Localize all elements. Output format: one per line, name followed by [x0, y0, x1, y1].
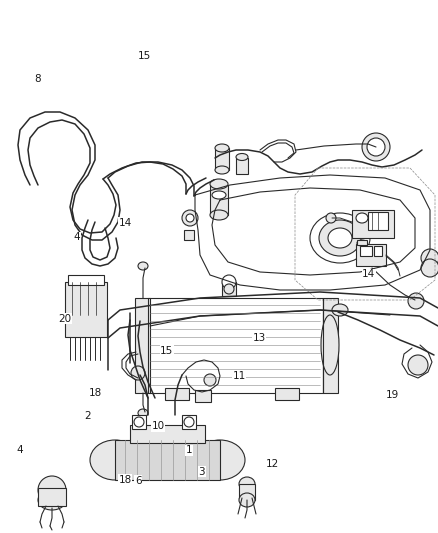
Ellipse shape: [182, 210, 198, 226]
Ellipse shape: [212, 191, 226, 199]
Ellipse shape: [138, 409, 148, 417]
Ellipse shape: [222, 275, 236, 289]
Ellipse shape: [134, 417, 144, 427]
Bar: [38, 488, 66, 506]
Bar: [165, 388, 189, 400]
Bar: [132, 415, 146, 429]
Ellipse shape: [194, 440, 244, 480]
Bar: [238, 484, 254, 500]
Text: 1: 1: [185, 446, 192, 455]
Bar: [356, 240, 366, 245]
Bar: [236, 158, 247, 174]
Bar: [130, 425, 205, 443]
Bar: [367, 212, 387, 230]
Ellipse shape: [325, 213, 335, 223]
Bar: [115, 440, 219, 480]
Bar: [274, 388, 298, 400]
Text: 18: 18: [118, 475, 131, 484]
Bar: [355, 244, 385, 266]
Ellipse shape: [366, 138, 384, 156]
Text: 8: 8: [34, 74, 41, 84]
Bar: [359, 246, 371, 256]
Bar: [148, 298, 322, 393]
Ellipse shape: [407, 293, 423, 309]
Text: 11: 11: [232, 371, 245, 381]
Ellipse shape: [215, 166, 229, 174]
Bar: [222, 282, 236, 296]
Ellipse shape: [331, 304, 347, 316]
Text: 15: 15: [160, 346, 173, 356]
Text: 4: 4: [73, 232, 80, 242]
Ellipse shape: [38, 490, 66, 510]
Ellipse shape: [420, 259, 438, 277]
Text: 19: 19: [385, 391, 399, 400]
Ellipse shape: [420, 249, 438, 267]
Ellipse shape: [186, 214, 194, 222]
Bar: [194, 390, 211, 402]
Text: 13: 13: [252, 334, 265, 343]
Text: 14: 14: [361, 270, 374, 279]
Ellipse shape: [361, 133, 389, 161]
Bar: [135, 298, 150, 393]
Ellipse shape: [238, 493, 254, 507]
Bar: [322, 298, 337, 393]
Ellipse shape: [309, 213, 369, 263]
Text: 2: 2: [84, 411, 91, 421]
Ellipse shape: [318, 220, 360, 256]
Ellipse shape: [355, 213, 367, 223]
Bar: [215, 148, 229, 170]
Bar: [351, 210, 393, 238]
Bar: [209, 185, 227, 215]
Ellipse shape: [223, 284, 233, 294]
Text: 3: 3: [198, 467, 205, 477]
Ellipse shape: [204, 374, 215, 386]
Bar: [65, 282, 107, 337]
Ellipse shape: [209, 179, 227, 189]
Text: 10: 10: [151, 422, 164, 431]
Text: 15: 15: [138, 51, 151, 61]
Ellipse shape: [209, 210, 227, 220]
Ellipse shape: [215, 144, 229, 152]
Bar: [184, 230, 194, 240]
Ellipse shape: [238, 477, 254, 491]
Ellipse shape: [138, 262, 148, 270]
Text: 12: 12: [265, 459, 278, 469]
Bar: [182, 415, 195, 429]
Text: 14: 14: [118, 218, 131, 228]
Ellipse shape: [407, 355, 427, 375]
Bar: [373, 246, 381, 256]
Text: 4: 4: [16, 446, 23, 455]
Text: 18: 18: [89, 389, 102, 398]
Bar: [68, 275, 104, 285]
Text: 20: 20: [58, 314, 71, 324]
Ellipse shape: [38, 476, 66, 504]
Ellipse shape: [320, 315, 338, 375]
Text: 6: 6: [134, 476, 141, 486]
Ellipse shape: [131, 366, 145, 380]
Ellipse shape: [236, 154, 247, 160]
Ellipse shape: [184, 417, 194, 427]
Ellipse shape: [327, 228, 351, 248]
Ellipse shape: [90, 440, 140, 480]
Ellipse shape: [356, 240, 366, 246]
